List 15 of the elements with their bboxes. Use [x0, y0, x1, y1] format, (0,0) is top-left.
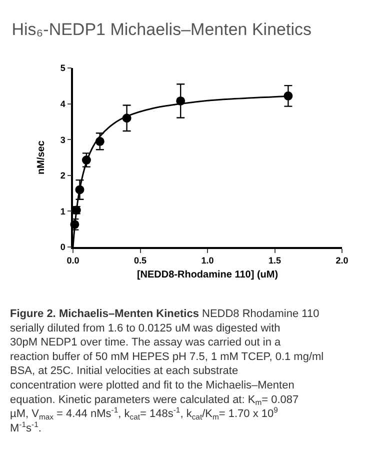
- x-tick-label: 0.0: [66, 256, 80, 266]
- y-tick-label: 0: [60, 242, 66, 252]
- x-axis-title: [NEDD8-Rhodamine 110] (uM): [136, 270, 278, 281]
- y-tick-label: 1: [60, 206, 66, 216]
- y-tick-label: 2: [60, 170, 66, 181]
- x-tick-label: 1.0: [201, 256, 214, 266]
- x-tick-label: 0.5: [134, 256, 147, 266]
- x-tick-label: 1.5: [268, 256, 282, 266]
- y-tick-label: 5: [60, 63, 66, 74]
- chart-title: His₆-NEDP1 Michaelis–Menten Kinetics: [12, 20, 312, 39]
- caption: Figure 2. Michaelis–Menten Kinetics: [10, 308, 199, 320]
- y-tick-label: 4: [60, 98, 66, 109]
- y-tick-label: 3: [60, 134, 66, 145]
- x-tick-label: 2.0: [336, 256, 348, 266]
- y-axis-title: nM/sec: [36, 140, 47, 174]
